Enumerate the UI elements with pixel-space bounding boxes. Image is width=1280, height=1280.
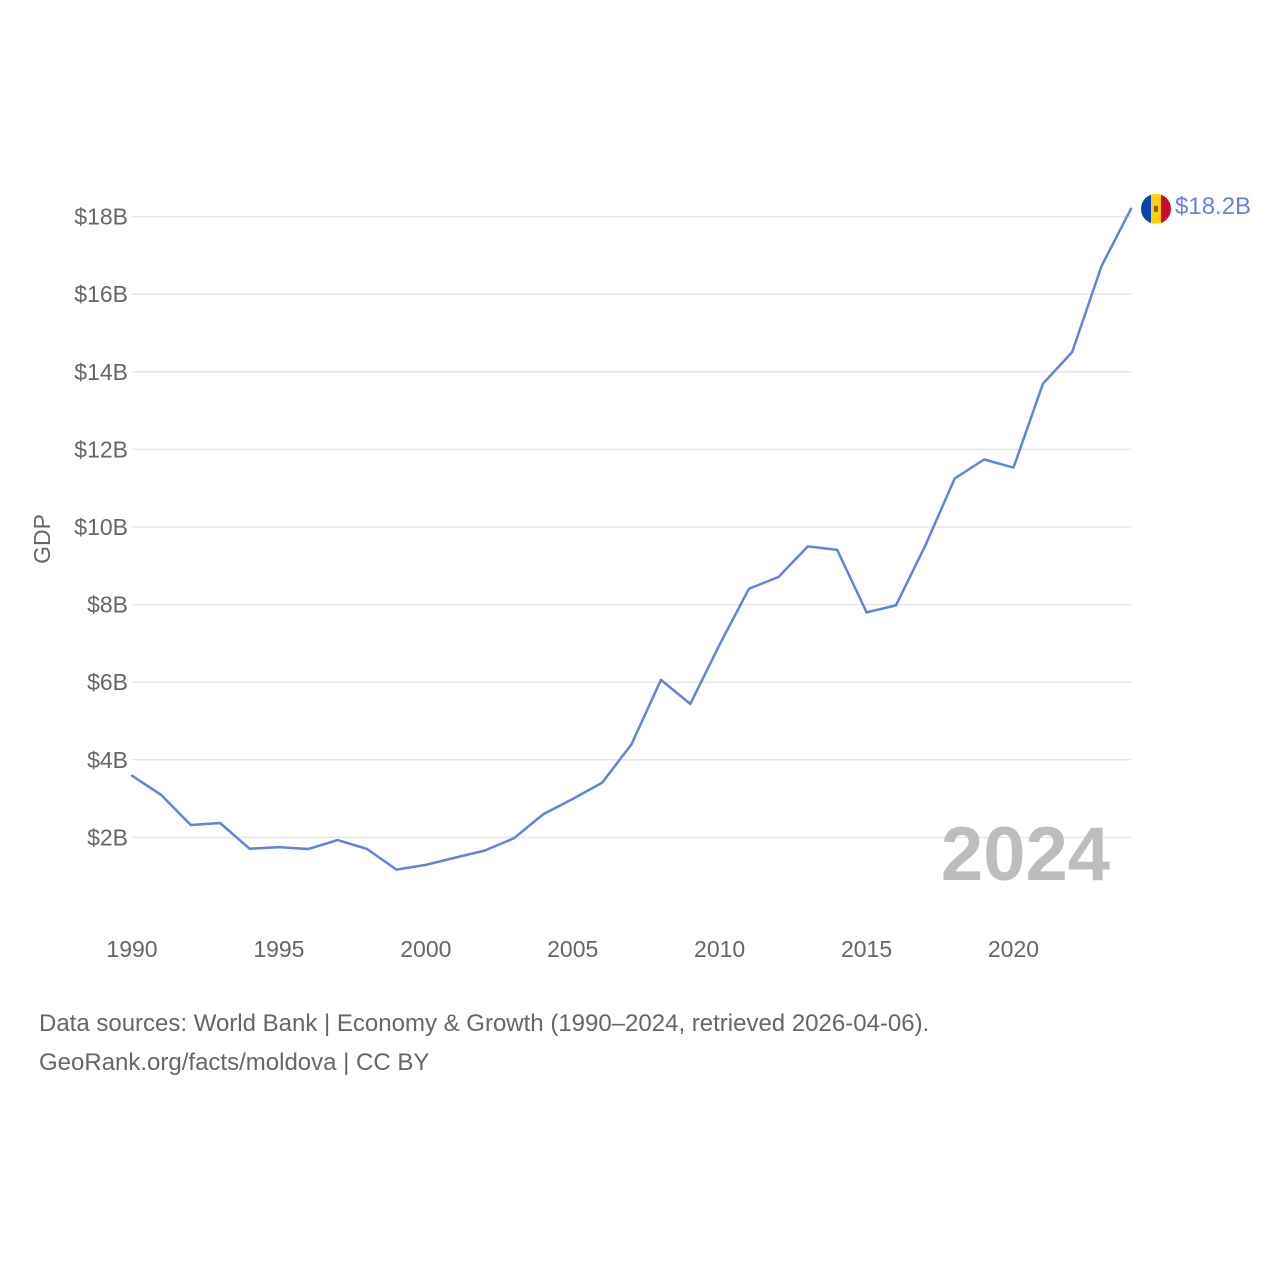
x-tick-label: 1990 (106, 936, 157, 962)
series-end-value-label: $18.2B (1175, 193, 1251, 220)
y-axis-title: GDP (29, 514, 55, 564)
x-tick-label: 2020 (988, 936, 1039, 962)
gdp-line-chart: $2B$4B$6B$8B$10B$12B$14B$16B$18B 1990 199… (29, 193, 1251, 962)
flag-stripe-blue (1141, 193, 1151, 224)
x-tick-label: 2000 (400, 936, 451, 962)
y-tick-label: $18B (74, 204, 128, 230)
x-axis-ticks: 1990 1995 2000 2005 2010 2015 2020 (106, 936, 1039, 962)
flag-emblem (1154, 205, 1158, 212)
x-tick-label: 2010 (694, 936, 745, 962)
flag-stripe-red (1161, 193, 1171, 224)
x-tick-label: 2015 (841, 936, 892, 962)
footer-source-note: Data sources: World Bank | Economy & Gro… (39, 1004, 929, 1082)
y-tick-label: $10B (74, 514, 128, 540)
y-tick-label: $14B (74, 359, 128, 385)
y-axis-ticks: $2B $4B $6B $8B $10B $12B $14B $16B $18B (74, 204, 128, 851)
y-tick-label: $12B (74, 436, 128, 462)
y-tick-label: $4B (87, 747, 128, 773)
footer-sources: Data sources: World Bank | Economy & Gro… (39, 1010, 930, 1037)
footer-credit: GeoRank.org/facts/moldova | CC BY (39, 1049, 430, 1076)
x-tick-label: 2005 (547, 936, 598, 962)
series-layer (130, 207, 1133, 871)
y-tick-label: $6B (87, 669, 128, 695)
x-tick-label: 1995 (253, 936, 304, 962)
y-tick-label: $16B (74, 281, 128, 307)
series-end-marker: $18.2B (1141, 193, 1251, 224)
year-watermark: 2024 (941, 812, 1110, 897)
y-tick-label: $2B (87, 824, 128, 850)
moldova-flag-icon (1141, 193, 1171, 224)
y-tick-label: $8B (87, 592, 128, 618)
series-line-moldova (130, 207, 1133, 871)
gridlines (132, 215, 1131, 839)
